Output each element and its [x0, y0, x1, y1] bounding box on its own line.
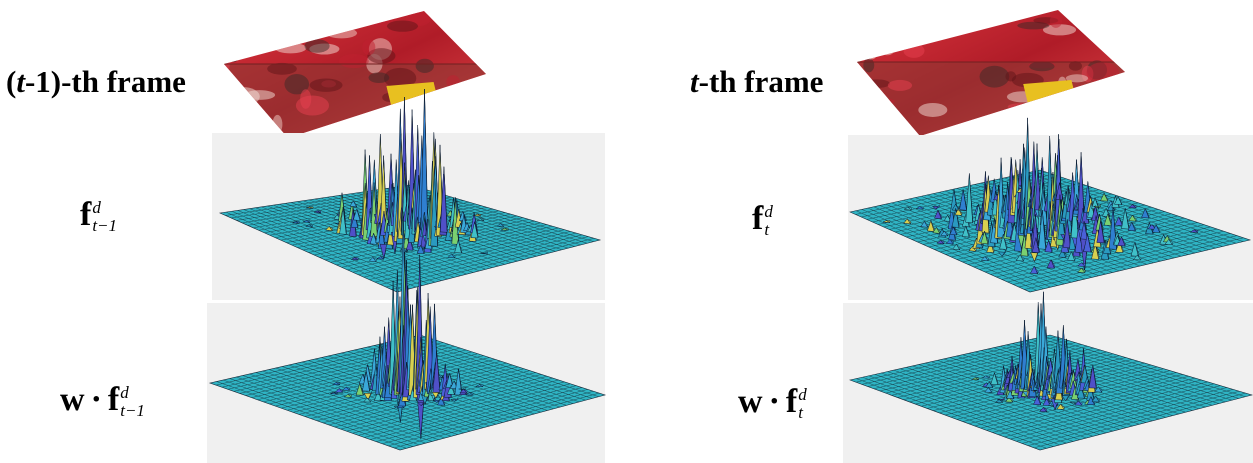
- frame-detail: [851, 26, 868, 37]
- frame-detail: [1069, 61, 1082, 71]
- frame-detail: [863, 58, 874, 72]
- frame-detail: [903, 44, 924, 58]
- frame-detail: [262, 39, 280, 46]
- symbol: w: [60, 381, 85, 418]
- frame-detail: [1097, 2, 1129, 21]
- subscript: t: [764, 221, 773, 240]
- symbol: f: [108, 381, 119, 418]
- frame-label: (t-1)-th frame: [6, 64, 186, 100]
- subscript: t: [798, 404, 807, 423]
- frame-detail: [310, 79, 343, 92]
- frame-detail: [866, 98, 895, 105]
- superscript: d: [120, 384, 145, 403]
- frame-detail: [458, 36, 479, 48]
- frame-detail: [1107, 95, 1132, 104]
- feature-label: fdt: [752, 202, 773, 240]
- frame-detail: [446, 75, 460, 88]
- frame-detail: [1087, 62, 1120, 83]
- frame-detail: [1044, 100, 1072, 119]
- frame-lower: [224, 64, 486, 138]
- symbol: f: [752, 200, 763, 237]
- surface-plot: [848, 118, 1253, 300]
- frame-detail: [918, 103, 947, 117]
- operator: ·: [769, 383, 780, 420]
- frame-detail: [416, 59, 434, 73]
- yellow-patch: [386, 82, 438, 108]
- frame-content: [851, 2, 1132, 142]
- frame-detail: [300, 89, 311, 109]
- video-frame: [851, 2, 1132, 142]
- superscript: d: [764, 203, 773, 222]
- frame-detail: [244, 90, 275, 100]
- frame-detail: [326, 28, 357, 39]
- frame-detail: [1050, 102, 1084, 114]
- frame-detail: [460, 100, 482, 121]
- figure: (t-1)-th frame t-th frame fdt−1 fdt w·fd…: [0, 0, 1253, 463]
- symbol: w: [738, 383, 763, 420]
- operator: ·: [91, 381, 102, 418]
- superscript: d: [798, 386, 807, 405]
- frame-detail: [387, 20, 418, 31]
- frame-detail: [868, 3, 879, 17]
- frame-label: t-th frame: [690, 64, 823, 100]
- yellow-patch: [1023, 80, 1077, 106]
- frame-detail: [434, 106, 465, 124]
- subscript: t−1: [92, 217, 117, 236]
- frame-content: [219, 2, 494, 142]
- frame-detail: [275, 43, 307, 54]
- text: t: [690, 64, 699, 99]
- frame-detail: [362, 39, 375, 55]
- frame-detail: [272, 115, 282, 134]
- frame-detail: [267, 63, 297, 75]
- frame-detail: [369, 72, 390, 83]
- frame-detail: [1029, 61, 1054, 71]
- text: (: [6, 64, 16, 99]
- illustration: [0, 0, 1253, 463]
- frame-detail: [475, 15, 494, 21]
- text: t: [16, 64, 25, 99]
- symbol: f: [80, 196, 91, 233]
- frame-detail: [1083, 120, 1117, 135]
- surface-plot: [843, 292, 1253, 463]
- text: -th frame: [699, 64, 824, 99]
- frame-detail: [878, 28, 888, 46]
- frame-detail: [1102, 87, 1111, 96]
- frame-detail: [304, 39, 329, 53]
- frame-detail: [864, 79, 890, 88]
- video-frame: [219, 2, 494, 142]
- subscript: t−1: [120, 402, 145, 421]
- symbol: f: [786, 383, 797, 420]
- weighted-label: w·fdt: [738, 385, 807, 423]
- frame-detail: [1115, 24, 1130, 31]
- surface-plot: [212, 89, 605, 300]
- frame-detail: [1005, 71, 1016, 81]
- frame-detail: [248, 6, 276, 24]
- frame-detail: [328, 16, 358, 25]
- frame-detail: [243, 111, 268, 127]
- superscript: d: [92, 199, 117, 218]
- frame-detail: [378, 2, 394, 20]
- frame-detail: [339, 54, 369, 68]
- frame-detail: [1096, 116, 1119, 123]
- text: -1)-th frame: [25, 64, 186, 99]
- frame-detail: [227, 46, 239, 63]
- frame-detail: [980, 66, 1010, 88]
- frame-detail: [1008, 103, 1032, 110]
- frame-detail: [1050, 14, 1062, 28]
- frame-detail: [888, 80, 912, 91]
- frame-detail: [880, 45, 894, 55]
- frame-detail: [864, 47, 878, 60]
- frame-detail: [959, 7, 973, 24]
